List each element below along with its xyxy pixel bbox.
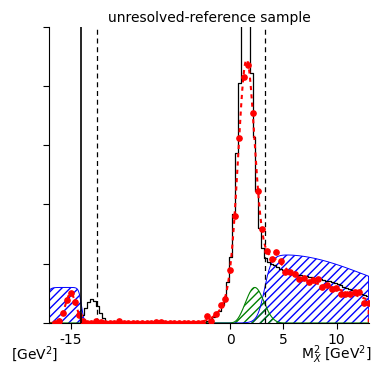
Text: [GeV$^2$]: [GeV$^2$] [11, 344, 58, 364]
Text: M$_X^2$ [GeV$^2$]: M$_X^2$ [GeV$^2$] [301, 344, 372, 366]
Title: unresolved-reference sample: unresolved-reference sample [108, 11, 310, 25]
